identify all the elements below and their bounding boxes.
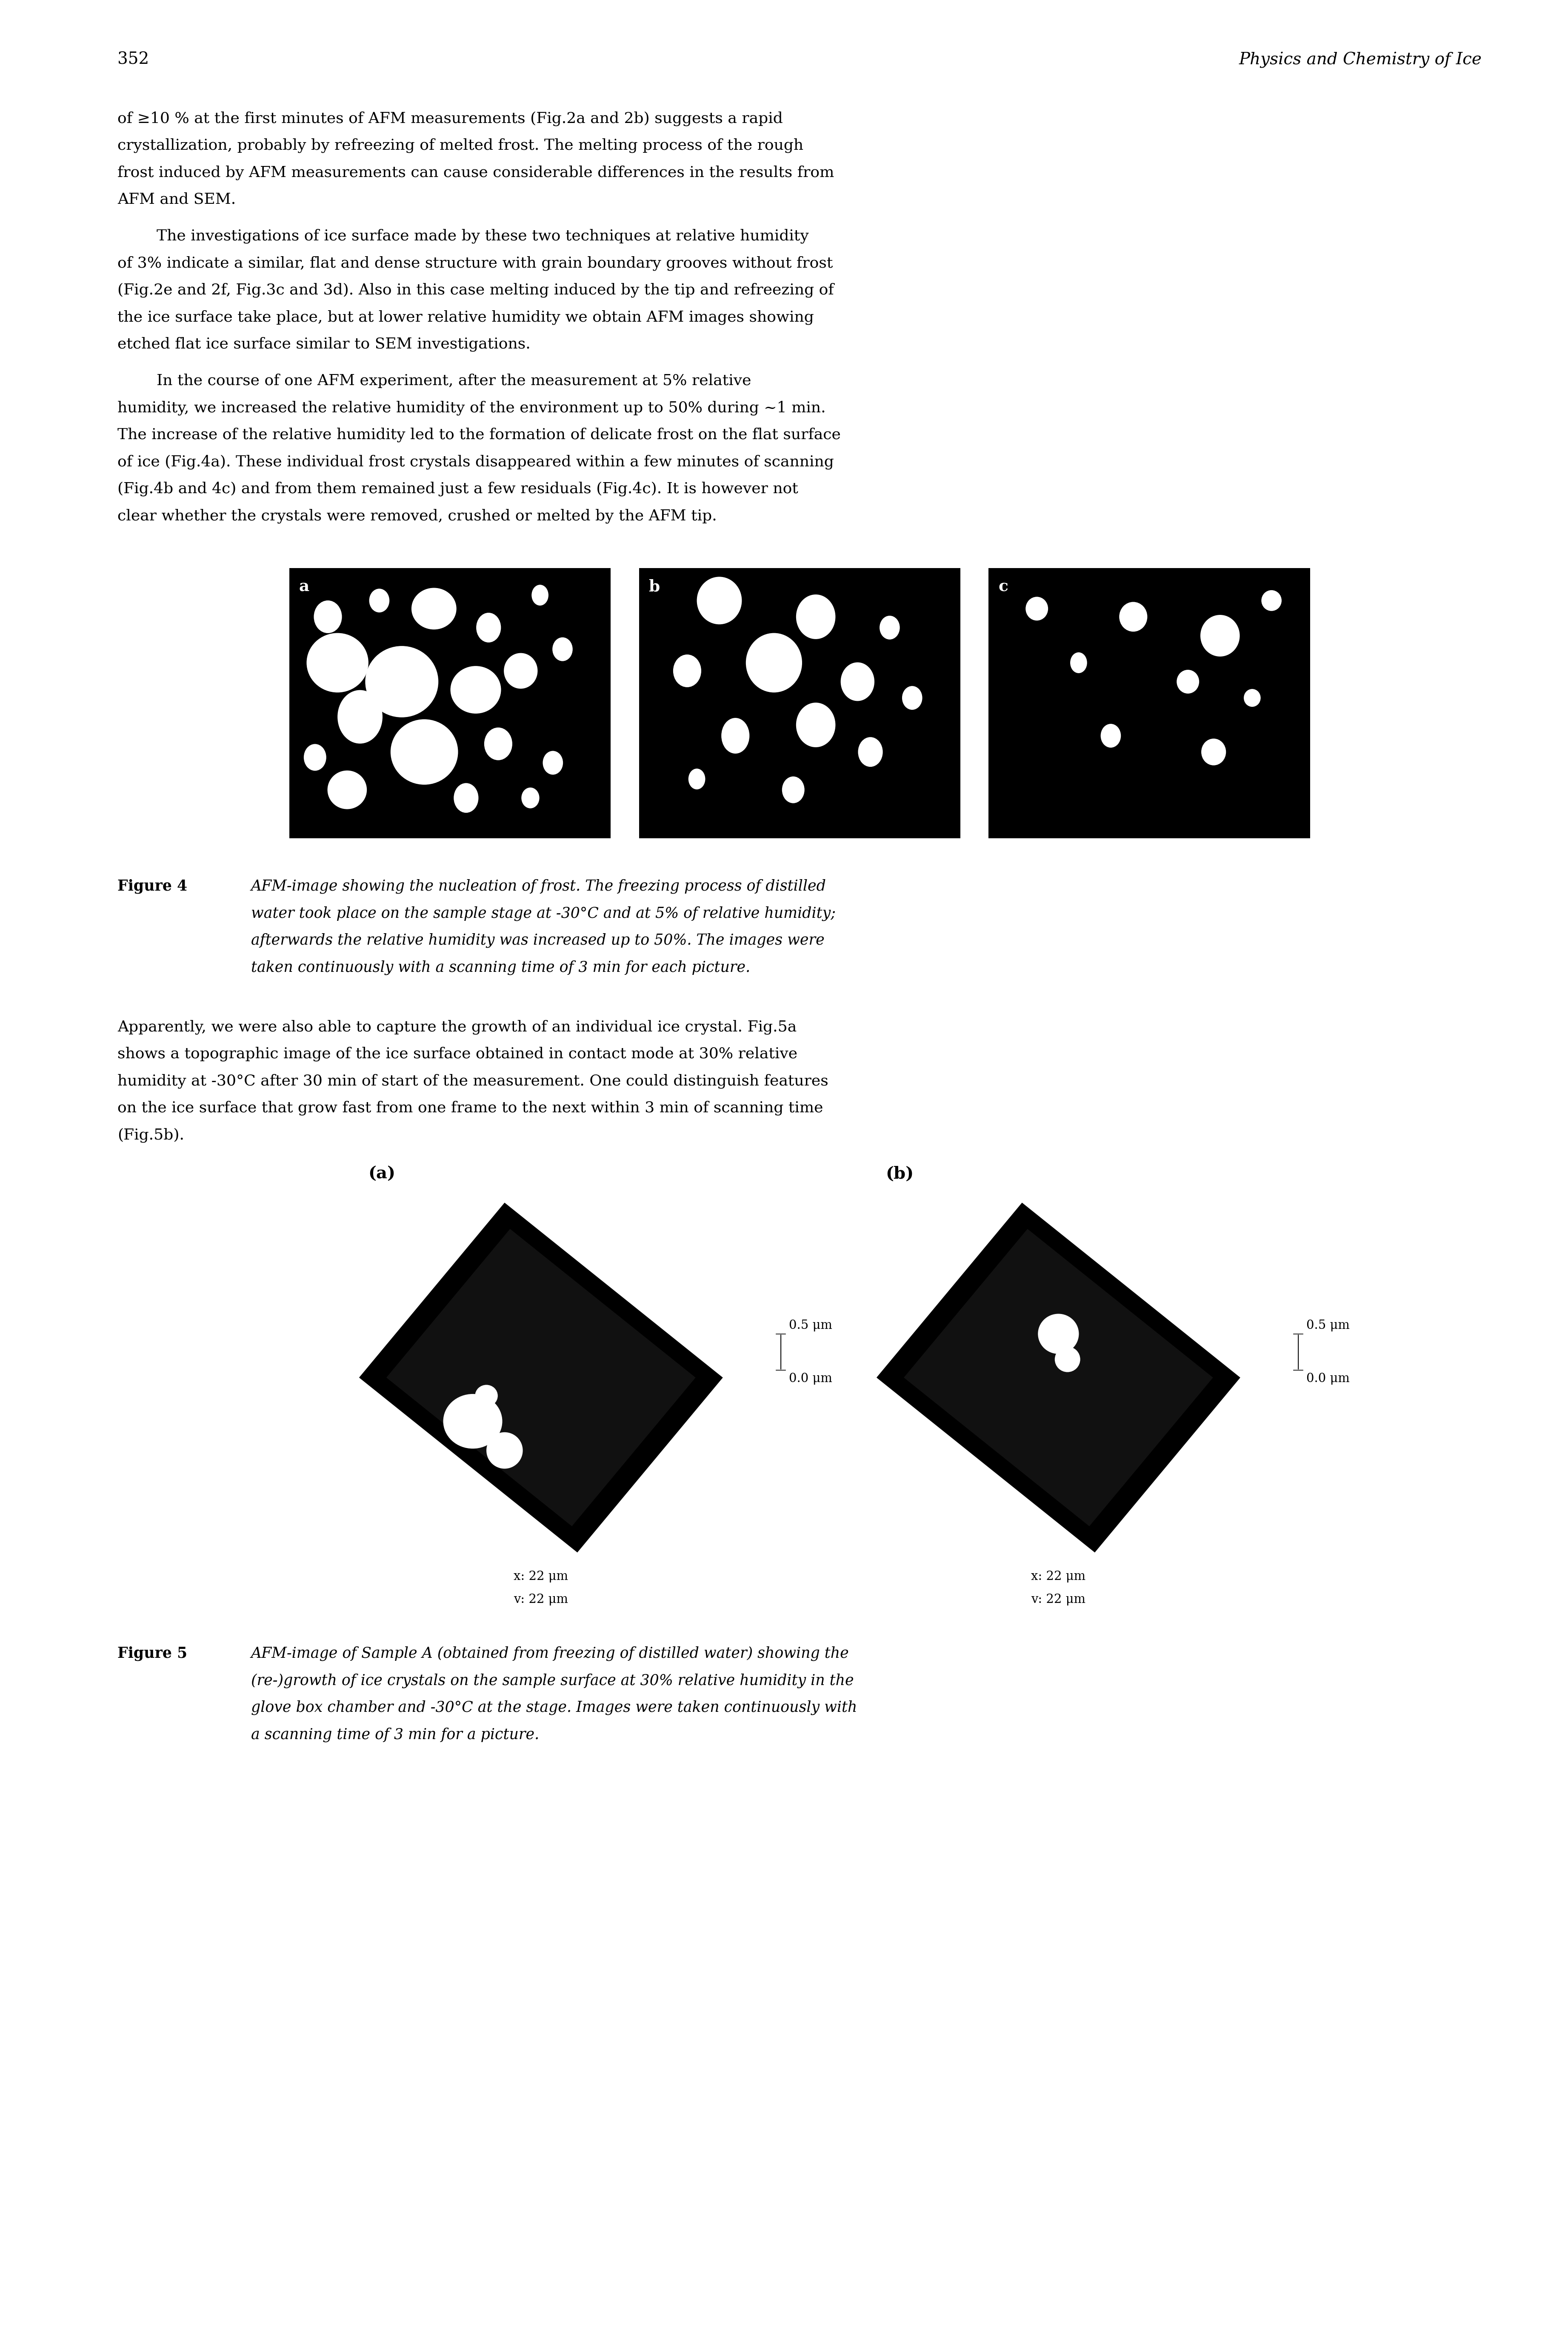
FancyBboxPatch shape (989, 569, 1311, 839)
Ellipse shape (453, 783, 478, 813)
Text: glove box chamber and -30°C at the stage. Images were taken continuously with: glove box chamber and -30°C at the stage… (251, 1700, 858, 1714)
Ellipse shape (1055, 1347, 1080, 1373)
Text: (Fig.2e and 2f, Fig.3c and 3d). Also in this case melting induced by the tip and: (Fig.2e and 2f, Fig.3c and 3d). Also in … (118, 282, 834, 299)
Ellipse shape (858, 738, 883, 766)
Text: Figure 4: Figure 4 (118, 879, 188, 893)
Ellipse shape (1176, 670, 1200, 694)
Text: The increase of the relative humidity led to the formation of delicate frost on : The increase of the relative humidity le… (118, 428, 840, 442)
Ellipse shape (485, 726, 513, 759)
Ellipse shape (475, 1385, 497, 1406)
Text: v: 22 μm: v: 22 μm (1032, 1594, 1085, 1606)
Text: 352: 352 (118, 52, 149, 68)
Text: AFM-image showing the nucleation of frost. The freezing process of distilled: AFM-image showing the nucleation of fros… (251, 879, 826, 893)
Text: Physics and Chemistry of Ice: Physics and Chemistry of Ice (1239, 52, 1482, 68)
Text: The investigations of ice surface made by these two techniques at relative humid: The investigations of ice surface made b… (118, 228, 809, 245)
Ellipse shape (782, 776, 804, 804)
Ellipse shape (543, 750, 563, 776)
Text: shows a topographic image of the ice surface obtained in contact mode at 30% rel: shows a topographic image of the ice sur… (118, 1046, 798, 1060)
Text: (Fig.4b and 4c) and from them remained just a few residuals (Fig.4c). It is howe: (Fig.4b and 4c) and from them remained j… (118, 482, 798, 496)
Text: taken continuously with a scanning time of 3 min for each picture.: taken continuously with a scanning time … (251, 959, 750, 976)
Text: x: 22 μm: x: 22 μm (1032, 1570, 1085, 1582)
Text: a: a (299, 578, 309, 595)
Ellipse shape (390, 719, 458, 785)
Ellipse shape (902, 686, 922, 710)
Text: of ≥10 % at the first minutes of AFM measurements (Fig.2a and 2b) suggests a rap: of ≥10 % at the first minutes of AFM mea… (118, 110, 782, 127)
Ellipse shape (532, 585, 549, 607)
Text: v: 22 μm: v: 22 μm (514, 1594, 568, 1606)
Ellipse shape (304, 743, 326, 771)
Ellipse shape (880, 616, 900, 639)
Ellipse shape (368, 588, 389, 614)
Ellipse shape (411, 588, 456, 630)
Text: (re-)growth of ice crystals on the sample surface at 30% relative humidity in th: (re-)growth of ice crystals on the sampl… (251, 1674, 853, 1688)
FancyBboxPatch shape (640, 569, 960, 839)
Text: 0.0 μm: 0.0 μm (789, 1373, 833, 1385)
Text: In the course of one AFM experiment, after the measurement at 5% relative: In the course of one AFM experiment, aft… (118, 374, 751, 388)
Text: AFM-image of Sample A (obtained from freezing of distilled water) showing the: AFM-image of Sample A (obtained from fre… (251, 1646, 848, 1662)
Text: Figure 5: Figure 5 (118, 1646, 188, 1660)
Text: AFM and SEM.: AFM and SEM. (118, 193, 237, 207)
Text: Apparently, we were also able to capture the growth of an individual ice crystal: Apparently, we were also able to capture… (118, 1020, 797, 1034)
Text: water took place on the sample stage at -30°C and at 5% of relative humidity;: water took place on the sample stage at … (251, 905, 836, 922)
Ellipse shape (477, 614, 500, 642)
Ellipse shape (365, 647, 439, 717)
Text: of 3% indicate a similar, flat and dense structure with grain boundary grooves w: of 3% indicate a similar, flat and dense… (118, 256, 833, 270)
Ellipse shape (486, 1432, 522, 1469)
Ellipse shape (721, 717, 750, 755)
Polygon shape (359, 1204, 723, 1552)
Polygon shape (877, 1204, 1240, 1552)
Text: (b): (b) (886, 1166, 914, 1183)
Text: the ice surface take place, but at lower relative humidity we obtain AFM images : the ice surface take place, but at lower… (118, 310, 814, 324)
Ellipse shape (328, 771, 367, 809)
Text: 0.5 μm: 0.5 μm (789, 1319, 833, 1331)
Text: (a): (a) (368, 1166, 395, 1183)
Text: c: c (999, 578, 1008, 595)
Ellipse shape (696, 576, 742, 625)
Ellipse shape (1201, 616, 1240, 656)
Ellipse shape (1120, 602, 1148, 632)
Text: humidity, we increased the relative humidity of the environment up to 50% during: humidity, we increased the relative humi… (118, 400, 826, 416)
Ellipse shape (1261, 590, 1281, 611)
Text: frost induced by AFM measurements can cause considerable differences in the resu: frost induced by AFM measurements can ca… (118, 165, 834, 181)
Text: crystallization, probably by refreezing of melted frost. The melting process of : crystallization, probably by refreezing … (118, 139, 803, 153)
Ellipse shape (797, 703, 836, 748)
Text: humidity at -30°C after 30 min of start of the measurement. One could distinguis: humidity at -30°C after 30 min of start … (118, 1074, 828, 1089)
Ellipse shape (314, 600, 342, 632)
Ellipse shape (797, 595, 836, 639)
Ellipse shape (337, 691, 383, 743)
Text: on the ice surface that grow fast from one frame to the next within 3 min of sca: on the ice surface that grow fast from o… (118, 1100, 823, 1114)
Ellipse shape (1201, 738, 1226, 766)
Text: (Fig.5b).: (Fig.5b). (118, 1128, 185, 1143)
Text: etched flat ice surface similar to SEM investigations.: etched flat ice surface similar to SEM i… (118, 336, 530, 353)
Ellipse shape (552, 637, 572, 661)
Ellipse shape (1071, 651, 1087, 672)
Ellipse shape (673, 654, 701, 686)
Ellipse shape (1101, 724, 1121, 748)
Ellipse shape (307, 632, 368, 694)
Polygon shape (903, 1230, 1214, 1526)
Ellipse shape (444, 1394, 502, 1448)
Ellipse shape (688, 769, 706, 790)
Ellipse shape (1038, 1314, 1079, 1354)
Text: a scanning time of 3 min for a picture.: a scanning time of 3 min for a picture. (251, 1728, 539, 1742)
Text: 0.0 μm: 0.0 μm (1306, 1373, 1350, 1385)
Ellipse shape (1243, 689, 1261, 708)
Text: afterwards the relative humidity was increased up to 50%. The images were: afterwards the relative humidity was inc… (251, 933, 825, 947)
Text: 0.5 μm: 0.5 μm (1306, 1319, 1350, 1331)
Text: x: 22 μm: x: 22 μm (514, 1570, 568, 1582)
Ellipse shape (450, 665, 502, 715)
Text: of ice (Fig.4a). These individual frost crystals disappeared within a few minute: of ice (Fig.4a). These individual frost … (118, 454, 834, 470)
Ellipse shape (1025, 597, 1047, 621)
Text: clear whether the crystals were removed, crushed or melted by the AFM tip.: clear whether the crystals were removed,… (118, 508, 717, 524)
Ellipse shape (840, 663, 875, 701)
Ellipse shape (522, 788, 539, 809)
Polygon shape (386, 1230, 696, 1526)
Text: b: b (649, 578, 660, 595)
FancyBboxPatch shape (289, 569, 612, 839)
Ellipse shape (503, 654, 538, 689)
Ellipse shape (746, 632, 803, 694)
